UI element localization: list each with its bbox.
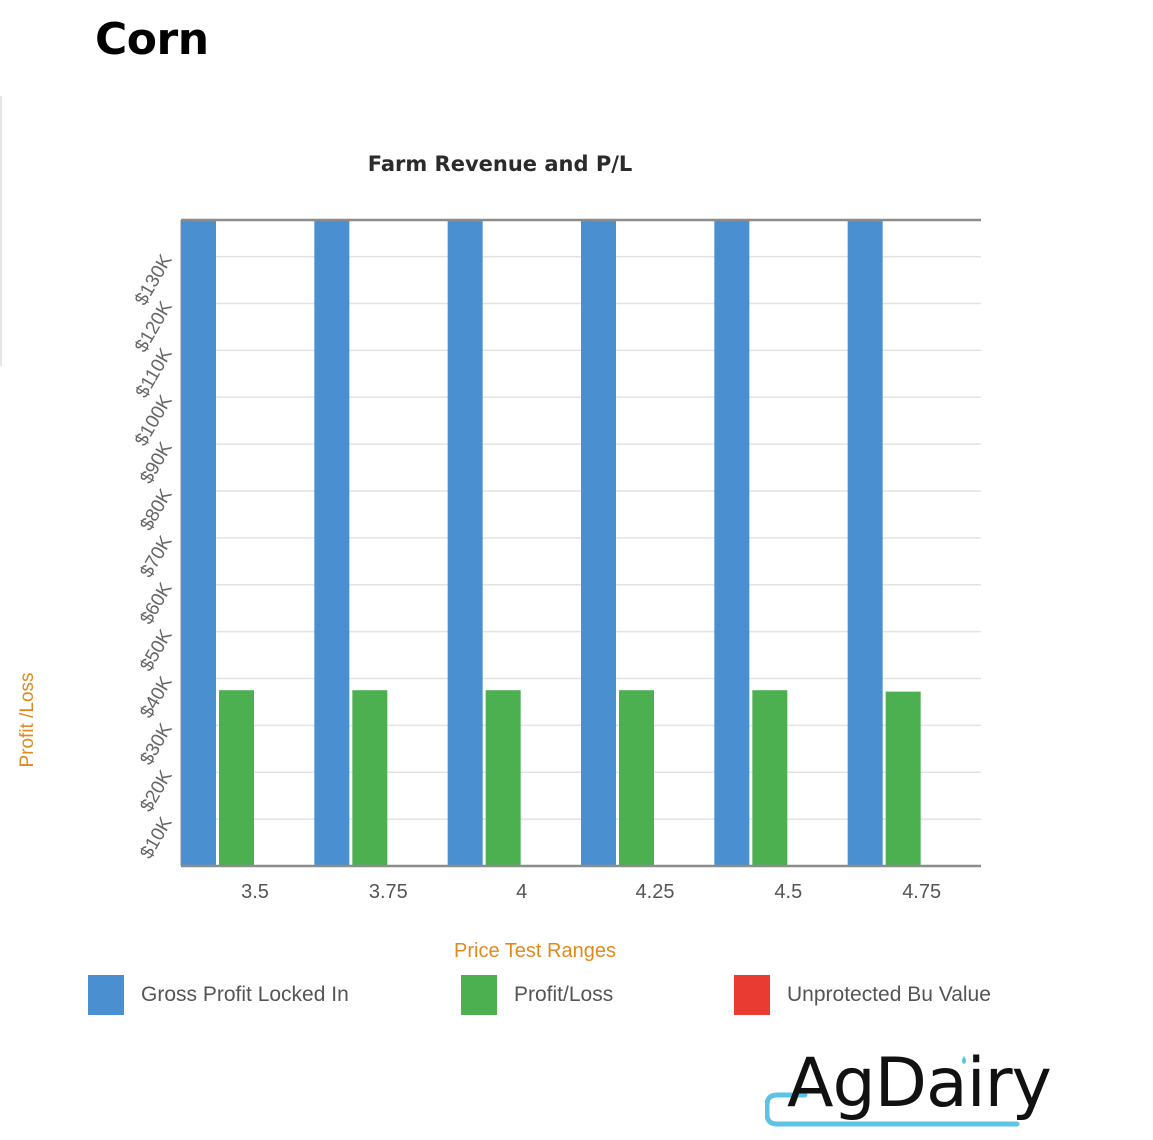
legend-label-unprotected: Unprotected Bu Value <box>787 983 991 1006</box>
bar[interactable] <box>314 220 350 866</box>
y-tick-label: $110K <box>132 345 177 402</box>
legend-swatch-unprotected <box>734 975 770 1015</box>
legend-label-profit-loss: Profit/Loss <box>514 983 614 1006</box>
bar[interactable] <box>714 220 750 866</box>
y-tick-label: $100K <box>131 391 177 449</box>
bars <box>181 220 921 866</box>
bar[interactable] <box>885 691 921 866</box>
y-axis-title: Profit /Loss <box>17 672 38 768</box>
legend-item-gross-profit[interactable]: Gross Profit Locked In <box>88 975 349 1015</box>
legend-swatch-gross-profit <box>88 975 124 1015</box>
y-tick-label: $80K <box>136 485 177 534</box>
y-tick-label: $130K <box>131 251 177 309</box>
x-tick-label: 3.5 <box>241 881 269 903</box>
agdairy-logo: AgDairy <box>765 1044 1052 1133</box>
y-tick-label: $70K <box>136 532 177 581</box>
legend-item-unprotected[interactable]: Unprotected Bu Value <box>734 975 991 1015</box>
y-tick-label: $30K <box>136 720 177 769</box>
page-heading: Corn <box>95 14 209 65</box>
y-tick-label: $40K <box>136 673 177 722</box>
legend-item-profit-loss[interactable]: Profit/Loss <box>461 975 613 1015</box>
bar[interactable] <box>847 220 883 866</box>
y-tick-label: $60K <box>136 579 177 628</box>
y-tick-label: $120K <box>131 298 177 356</box>
y-tick-label: $20K <box>136 766 177 815</box>
bar[interactable] <box>219 690 254 866</box>
y-tick-label: $10K <box>136 813 177 862</box>
axes <box>180 218 981 868</box>
bar[interactable] <box>581 220 616 866</box>
legend-swatch-profit-loss <box>461 975 497 1015</box>
bar[interactable] <box>447 220 483 866</box>
x-tick-label: 3.75 <box>369 881 408 903</box>
x-axis-title: Price Test Ranges <box>454 940 616 962</box>
bar[interactable] <box>181 220 216 866</box>
bar[interactable] <box>752 690 788 866</box>
logo-text: AgDairy <box>787 1044 1052 1123</box>
y-tick-labels: $10K$20K$30K$40K$50K$60K$70K$80K$90K$100… <box>131 251 177 863</box>
x-tick-label: 4.5 <box>774 881 802 903</box>
left-edge-rule <box>0 96 2 366</box>
x-tick-label: 4 <box>516 881 527 903</box>
x-tick-label: 4.25 <box>636 881 675 903</box>
bar[interactable] <box>619 690 654 866</box>
x-tick-label: 4.75 <box>902 881 941 903</box>
x-tick-labels: 3.5 3.75 4 4.25 4.5 4.75 <box>241 881 941 903</box>
legend-label-gross-profit: Gross Profit Locked In <box>141 983 349 1006</box>
bar[interactable] <box>485 690 521 866</box>
chart-title: Farm Revenue and P/L <box>367 152 633 176</box>
logo-swoosh-icon <box>765 1056 1020 1127</box>
y-tick-label: $50K <box>136 626 177 675</box>
bar[interactable] <box>352 690 388 866</box>
legend: Gross Profit Locked In Profit/Loss Unpro… <box>0 975 1153 1019</box>
